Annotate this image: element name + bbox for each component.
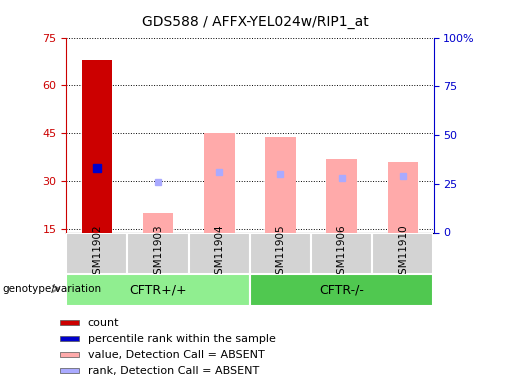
Bar (143, 213, 173, 232)
Text: percentile rank within the sample: percentile rank within the sample (88, 334, 275, 344)
Text: GDS588 / AFFX-YEL024w/RIP1_at: GDS588 / AFFX-YEL024w/RIP1_at (142, 15, 367, 29)
Bar (387, 162, 417, 232)
Text: GSM11906: GSM11906 (336, 225, 346, 281)
Text: GSM11905: GSM11905 (275, 225, 285, 281)
Bar (60, 352, 79, 357)
Bar (326, 159, 356, 232)
Bar (66, 232, 127, 274)
Bar (265, 136, 295, 232)
Bar (249, 274, 433, 306)
Text: rank, Detection Call = ABSENT: rank, Detection Call = ABSENT (88, 366, 259, 375)
Bar (188, 232, 249, 274)
Bar (60, 321, 79, 325)
Bar (310, 232, 372, 274)
Text: CFTR-/-: CFTR-/- (319, 283, 363, 296)
Text: GSM11904: GSM11904 (214, 225, 224, 281)
Bar (66, 274, 249, 306)
Bar (60, 336, 79, 341)
Text: genotype/variation: genotype/variation (3, 285, 101, 294)
Bar (204, 134, 234, 232)
Text: GSM11903: GSM11903 (153, 225, 163, 281)
Bar (249, 232, 310, 274)
Bar (372, 232, 433, 274)
Text: GSM11902: GSM11902 (92, 225, 102, 281)
Bar (127, 232, 188, 274)
Text: GSM11910: GSM11910 (397, 225, 407, 281)
Bar (60, 368, 79, 373)
Text: value, Detection Call = ABSENT: value, Detection Call = ABSENT (88, 350, 264, 360)
Text: CFTR+/+: CFTR+/+ (129, 283, 186, 296)
Text: count: count (88, 318, 119, 328)
Bar (81, 60, 112, 232)
